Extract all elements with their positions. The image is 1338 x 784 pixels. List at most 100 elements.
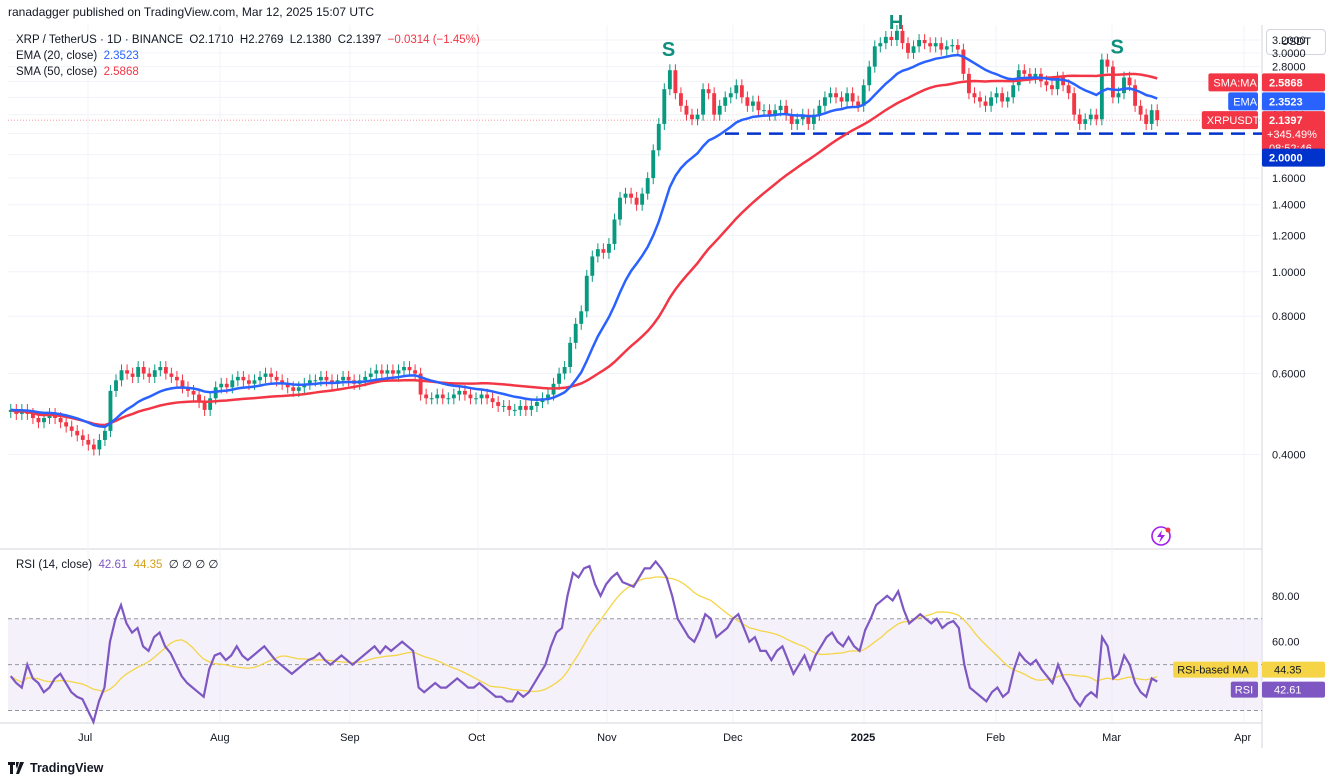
price-tag-name-box [1208, 73, 1258, 92]
candle-body [180, 380, 185, 388]
candle-body [402, 367, 406, 371]
candle-body [872, 46, 877, 67]
candle-body [557, 373, 562, 384]
candle-body [989, 97, 994, 106]
time-tick-label: Mar [1102, 732, 1121, 744]
candle-body [579, 311, 584, 324]
candle-body [911, 46, 916, 53]
ema-20-line [10, 53, 1158, 429]
candle-body [983, 101, 988, 106]
candle-body [817, 105, 822, 115]
candle-body [867, 66, 872, 86]
candle-body [446, 398, 451, 400]
candle-body [512, 409, 517, 411]
price-tag-value: 2.5868 [1269, 77, 1303, 89]
price-tick-label: 3.0000 [1272, 48, 1306, 60]
ema-legend-value: 2.3523 [103, 50, 139, 62]
low-value: L2.1380 [289, 34, 332, 46]
candle-body [507, 405, 512, 410]
candle-body [1094, 114, 1099, 120]
ema-legend-label: EMA (20, close) [16, 50, 98, 62]
rsi-line [9, 559, 1158, 726]
candle-body [435, 394, 440, 399]
candle-body [734, 85, 739, 94]
candle-body [363, 376, 368, 381]
main-grid [0, 25, 1263, 748]
candle-body [1022, 70, 1027, 74]
candle-body [839, 97, 844, 102]
candle-body [762, 110, 766, 112]
candle-body [784, 105, 789, 115]
candle-body [407, 367, 412, 371]
candle-body [529, 405, 534, 410]
candle-body [390, 370, 395, 374]
price-tag-value: 2.0000 [1269, 153, 1303, 165]
candle-body [208, 398, 213, 410]
ema-polyline [10, 53, 1158, 429]
candle-body [966, 73, 971, 94]
candle-body [219, 383, 224, 388]
candle-body [1122, 77, 1126, 94]
candle-body [252, 380, 257, 384]
candle-body [125, 370, 130, 374]
candle-body [856, 101, 861, 106]
candle-body [822, 97, 827, 106]
rsi-tag-name: RSI [1235, 685, 1253, 697]
candle-body [91, 444, 96, 450]
candle-body [922, 39, 927, 44]
candle-body [1077, 114, 1082, 124]
rsi-legend-extra: ∅ ∅ ∅ ∅ [168, 559, 219, 571]
candle-body [773, 110, 778, 115]
candle-body [623, 193, 628, 198]
candle-body [1061, 77, 1066, 86]
candle-body [978, 97, 982, 102]
candle-body [36, 418, 41, 423]
candle-body [501, 405, 506, 407]
candle-body [429, 398, 434, 400]
price-tag-value: 2.3523 [1269, 96, 1303, 108]
rsi-tick-label: 80.00 [1272, 591, 1300, 603]
candle-body [385, 370, 390, 374]
rsi-legend-label: RSI (14, close) [16, 559, 93, 571]
price-tick-label: 3.2000 [1272, 35, 1306, 47]
candle-body [1138, 105, 1143, 115]
candle-body [656, 123, 661, 151]
candle-body [601, 249, 606, 253]
currency-unit-button[interactable]: USDT [1266, 29, 1326, 55]
change-value: −0.0314 (−1.45%) [387, 34, 480, 46]
candle-body [861, 85, 866, 106]
candle-body [1105, 59, 1110, 67]
candle-body [169, 373, 174, 377]
candle-body [42, 418, 46, 423]
candle-body [80, 435, 85, 440]
candle-body [496, 402, 501, 406]
candle-body [1088, 114, 1093, 120]
candle-body [944, 46, 949, 50]
candle-body [883, 36, 888, 44]
rsi-tick-label: 60.00 [1272, 637, 1300, 649]
candle-body [961, 49, 966, 74]
candle-body [1011, 85, 1016, 98]
candle-body [291, 387, 296, 391]
rsi-tag-box [1262, 661, 1325, 678]
tradingview-logo[interactable]: TradingView [8, 761, 103, 775]
candle-body [1099, 59, 1104, 120]
rsi-ma-line [10, 576, 1158, 693]
candle-body [413, 370, 418, 374]
candle-body [479, 394, 484, 399]
candle-body [490, 398, 495, 403]
candle-body [651, 150, 656, 179]
candle-body [706, 89, 711, 94]
candle-body [1005, 97, 1010, 102]
candle-body [712, 93, 717, 115]
candle-body [424, 394, 429, 399]
support-level-line [8, 119, 1262, 135]
candle-body [684, 105, 689, 115]
candle-body [789, 114, 794, 124]
candle-body [136, 367, 141, 377]
candle-body [850, 93, 855, 102]
candle-body [147, 373, 152, 377]
candle-body [662, 89, 667, 124]
candle-body [795, 119, 800, 124]
